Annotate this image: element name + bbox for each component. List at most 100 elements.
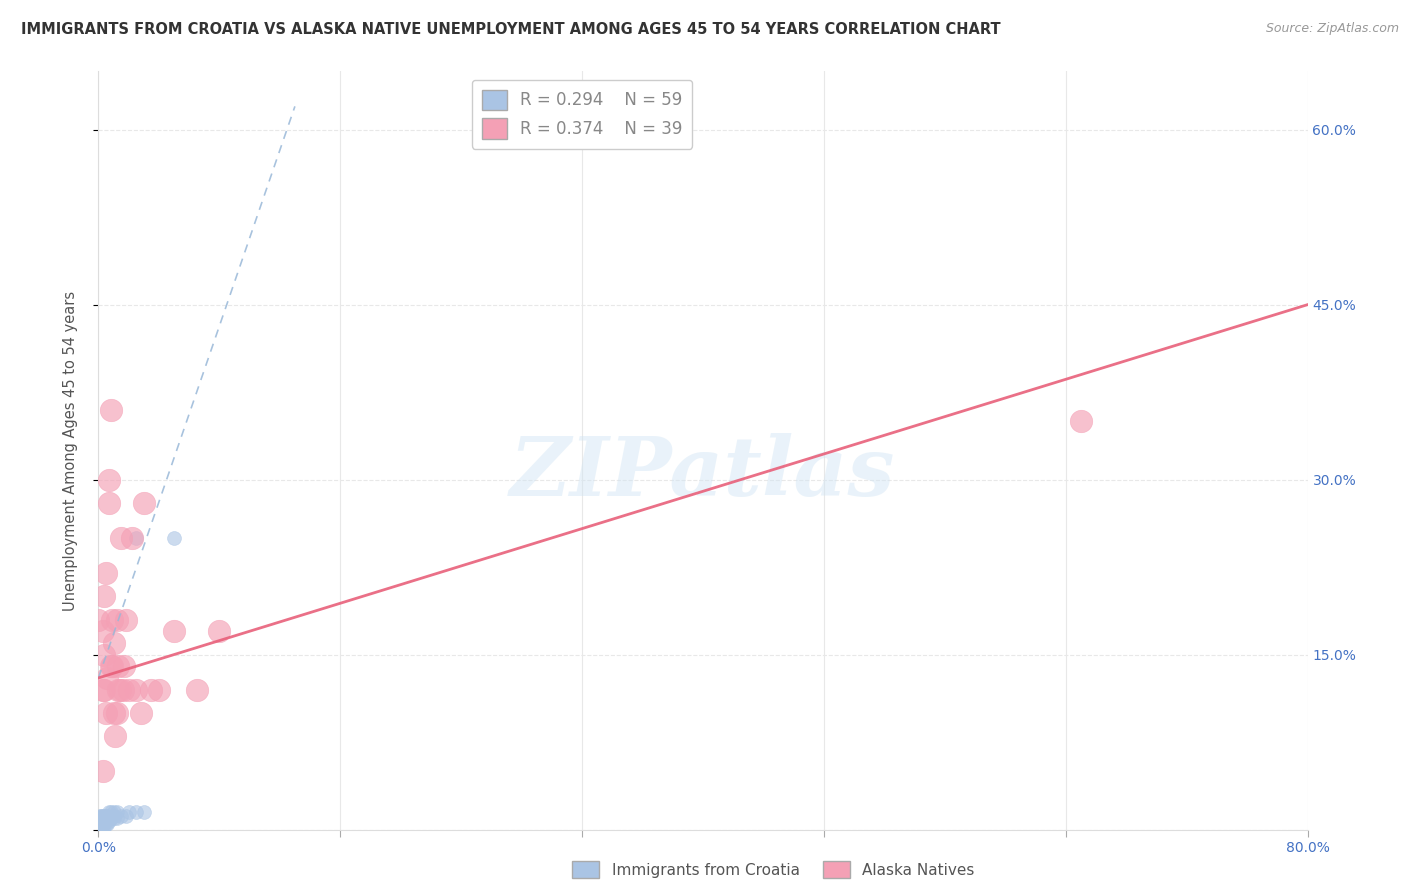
Point	[91, 808, 114, 822]
Point	[125, 805, 148, 819]
Point	[105, 811, 128, 825]
Point	[100, 805, 122, 819]
Point	[105, 805, 128, 819]
Point	[98, 496, 121, 510]
Point	[148, 682, 170, 697]
Point	[186, 682, 208, 697]
Point	[93, 589, 115, 603]
Point	[118, 682, 141, 697]
Point	[87, 822, 110, 837]
Point	[90, 814, 112, 829]
Point	[105, 706, 128, 720]
Point	[89, 811, 111, 825]
Point	[91, 682, 114, 697]
Point	[91, 816, 114, 830]
Point	[103, 636, 125, 650]
Point	[107, 682, 129, 697]
Point	[87, 822, 110, 837]
Point	[100, 402, 122, 417]
Point	[96, 811, 118, 825]
Point	[87, 816, 110, 830]
Point	[96, 671, 118, 685]
Point	[87, 811, 110, 825]
Point	[104, 729, 127, 743]
Point	[98, 805, 121, 819]
Point	[93, 808, 115, 822]
Point	[107, 659, 129, 673]
Point	[98, 473, 121, 487]
Point	[94, 808, 117, 822]
Point	[108, 682, 131, 697]
Point	[98, 814, 121, 829]
Point	[90, 811, 112, 825]
Point	[89, 822, 111, 837]
Point	[87, 816, 110, 830]
Text: IMMIGRANTS FROM CROATIA VS ALASKA NATIVE UNEMPLOYMENT AMONG AGES 45 TO 54 YEARS : IMMIGRANTS FROM CROATIA VS ALASKA NATIVE…	[21, 22, 1001, 37]
Point	[118, 805, 141, 819]
Point	[91, 624, 114, 639]
Point	[110, 808, 132, 822]
Point	[94, 566, 117, 580]
Point	[132, 805, 155, 819]
Point	[89, 822, 111, 837]
Point	[90, 822, 112, 837]
Text: Source: ZipAtlas.com: Source: ZipAtlas.com	[1265, 22, 1399, 36]
Point	[91, 764, 114, 779]
Point	[87, 822, 110, 837]
Point	[110, 531, 132, 545]
Point	[98, 811, 121, 825]
Point	[112, 659, 135, 673]
Point	[96, 816, 118, 830]
Point	[132, 496, 155, 510]
Point	[103, 811, 125, 825]
Point	[100, 811, 122, 825]
Point	[96, 808, 118, 822]
Point	[1070, 414, 1092, 428]
Point	[89, 816, 111, 830]
Point	[89, 808, 111, 822]
Legend: R = 0.294    N = 59, R = 0.374    N = 39: R = 0.294 N = 59, R = 0.374 N = 39	[472, 79, 692, 149]
Point	[89, 816, 111, 830]
Point	[87, 822, 110, 837]
Text: ZIPatlas: ZIPatlas	[510, 434, 896, 513]
Point	[114, 808, 136, 822]
Point	[91, 811, 114, 825]
Point	[87, 816, 110, 830]
Point	[121, 531, 143, 545]
Point	[90, 808, 112, 822]
Point	[89, 814, 111, 829]
Point	[94, 816, 117, 830]
Point	[93, 682, 115, 697]
Point	[105, 613, 128, 627]
Point	[94, 814, 117, 829]
Point	[87, 816, 110, 830]
Point	[103, 808, 125, 822]
Point	[91, 822, 114, 837]
Point	[129, 706, 152, 720]
Point	[87, 613, 110, 627]
Point	[111, 682, 134, 697]
Point	[94, 706, 117, 720]
Point	[141, 682, 163, 697]
Point	[91, 814, 114, 829]
Point	[114, 613, 136, 627]
Point	[103, 805, 125, 819]
Point	[87, 822, 110, 837]
Point	[94, 811, 117, 825]
Point	[101, 659, 124, 673]
Point	[125, 531, 148, 545]
Point	[90, 816, 112, 830]
Point	[163, 531, 186, 545]
Point	[101, 613, 124, 627]
Legend: Immigrants from Croatia, Alaska Natives: Immigrants from Croatia, Alaska Natives	[565, 855, 981, 884]
Point	[103, 706, 125, 720]
Point	[90, 816, 112, 830]
Point	[93, 814, 115, 829]
Point	[125, 682, 148, 697]
Point	[89, 816, 111, 830]
Point	[163, 624, 186, 639]
Point	[87, 822, 110, 837]
Point	[100, 659, 122, 673]
Point	[87, 816, 110, 830]
Point	[93, 648, 115, 662]
